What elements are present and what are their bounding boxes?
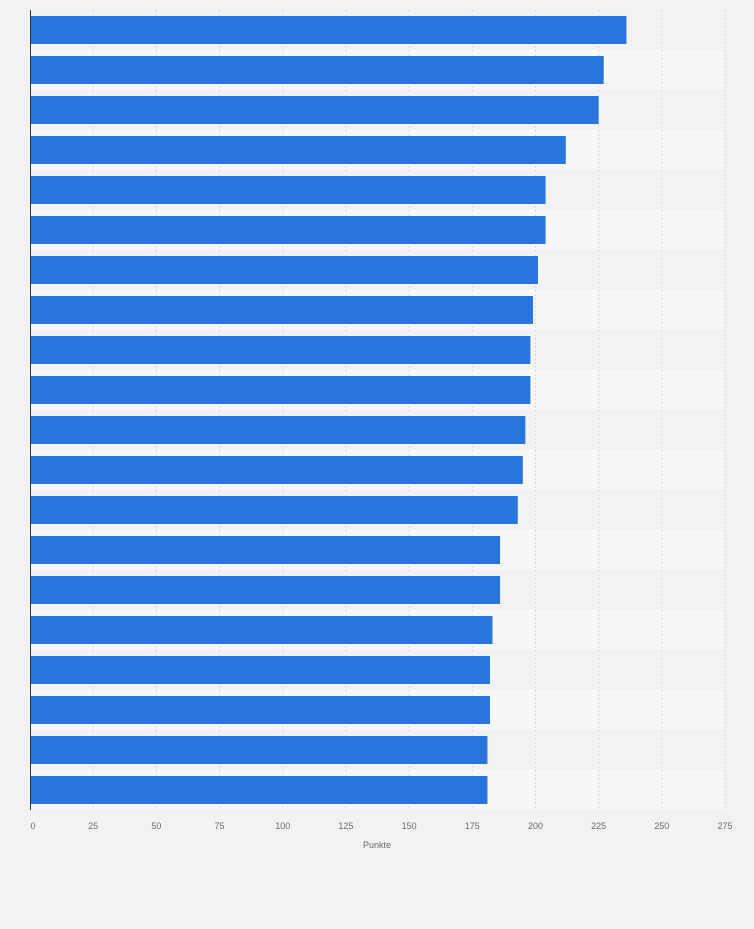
x-tick-label: 150 [402,821,417,831]
bar[interactable] [30,736,488,764]
x-axis-title: Punkte [363,840,391,850]
bar[interactable] [30,96,599,124]
x-tick-label: 175 [465,821,480,831]
bar[interactable] [30,656,490,684]
bar[interactable] [30,616,493,644]
bar[interactable] [30,296,533,324]
bar[interactable] [30,256,538,284]
x-tick-label: 100 [275,821,290,831]
bar[interactable] [30,16,627,44]
x-axis-ticks: 0 25 50 75 100 125 150 175 200 225 250 275 [30,821,732,831]
bar[interactable] [30,216,546,244]
x-tick-label: 275 [717,821,732,831]
bars [30,16,627,804]
bar[interactable] [30,776,488,804]
bar[interactable] [30,376,531,404]
bar[interactable] [30,136,566,164]
x-tick-label: 75 [215,821,225,831]
bar[interactable] [30,576,501,604]
x-tick-label: 225 [591,821,606,831]
bar[interactable] [30,416,526,444]
bar[interactable] [30,496,518,524]
bar[interactable] [30,696,490,724]
x-tick-label: 50 [151,821,161,831]
x-tick-label: 0 [30,821,35,831]
bar[interactable] [30,456,523,484]
x-tick-label: 200 [528,821,543,831]
bar[interactable] [30,56,604,84]
bar[interactable] [30,336,531,364]
x-tick-label: 250 [654,821,669,831]
bar[interactable] [30,536,501,564]
x-tick-label: 25 [88,821,98,831]
bar[interactable] [30,176,546,204]
row-bands [30,10,725,810]
x-tick-label: 125 [338,821,353,831]
